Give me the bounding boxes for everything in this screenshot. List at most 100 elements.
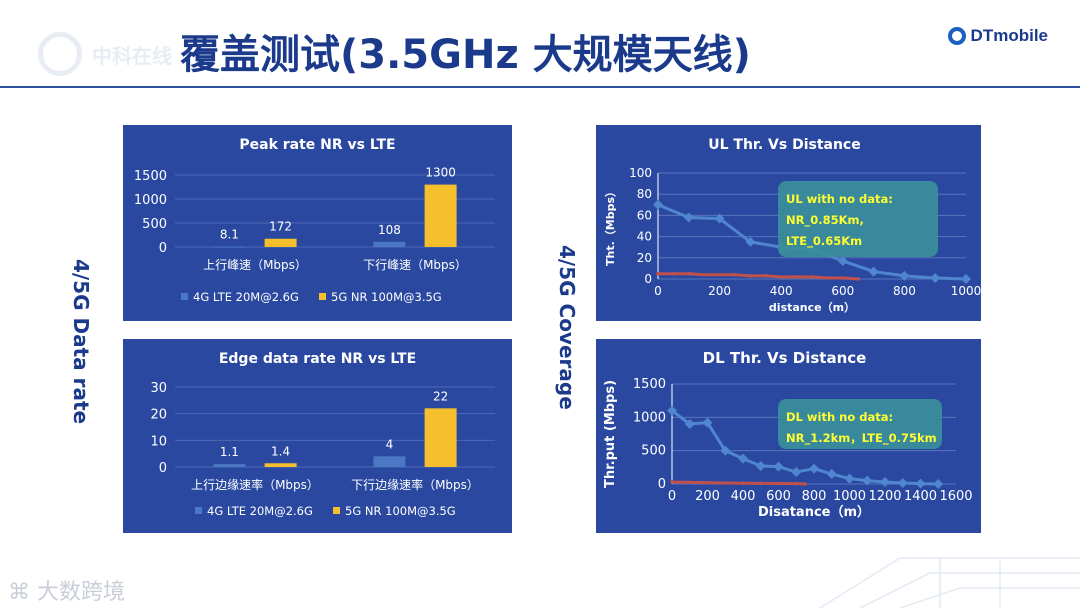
x-tick-label: 200 (695, 489, 720, 504)
data-point (741, 481, 745, 485)
data-label: 1.4 (271, 444, 290, 458)
data-point (776, 481, 781, 486)
y-tick-label: 20 (150, 408, 167, 423)
data-point (825, 276, 830, 280)
annotation-line: LTE_0.65Km (786, 234, 862, 249)
legend-swatch (319, 293, 326, 300)
x-tick-label: 600 (831, 284, 854, 298)
chart-title: UL Thr. Vs Distance (708, 137, 860, 153)
data-point (656, 271, 660, 276)
x-tick-label: 下行峰速（Mbps） (363, 258, 467, 272)
data-point (714, 213, 725, 224)
data-point (841, 276, 845, 280)
y-tick-label: 0 (644, 272, 652, 286)
x-tick-label: 上行峰速（Mbps） (203, 258, 307, 272)
y-axis-label: Tht.（Mbps） (604, 186, 617, 266)
footer-watermark-icon: ⌘ (8, 580, 30, 605)
x-tick-label: 800 (893, 284, 916, 298)
side-label-left: 4/5G Data rate (69, 259, 93, 425)
y-tick-label: 60 (637, 208, 652, 222)
annotation-line: UL with no data: (786, 192, 893, 206)
data-point (856, 277, 860, 281)
data-point (930, 272, 941, 283)
legend-label: 4G LTE 20M@2.6G (193, 290, 299, 304)
data-point (791, 467, 802, 477)
data-point (810, 275, 814, 279)
bar (373, 456, 406, 467)
y-tick-label: 100 (629, 166, 652, 180)
data-point (758, 481, 763, 486)
data-point (764, 274, 768, 278)
x-tick-label: 下行边缘速率（Mbps） (351, 477, 479, 492)
side-label-right: 4/5G Coverage (555, 245, 579, 410)
footer-watermark: ⌘ 大数跨境 (8, 574, 125, 606)
x-tick-label: 400 (731, 489, 756, 504)
x-tick-label: 0 (654, 284, 662, 298)
annotation-line: NR_0.85Km, (786, 213, 864, 228)
peak-rate-chart-svg: Peak rate NR vs LTE 0 500 1000 1500 8.1 172 上行峰… (134, 137, 495, 304)
data-point (794, 481, 799, 486)
legend-swatch (181, 293, 188, 300)
data-point (773, 461, 784, 472)
y-tick-label: 0 (159, 461, 167, 476)
x-tick-label: 1000 (951, 284, 981, 298)
bar (264, 238, 297, 247)
y-axis-label: Thr.put (Mbps) (603, 380, 618, 488)
data-label: 22 (433, 389, 448, 403)
legend-label: 4G LTE 20M@2.6G (207, 504, 313, 518)
y-tick-label: 1000 (134, 193, 167, 208)
data-point (748, 274, 753, 278)
y-tick-label: 10 (150, 434, 167, 449)
y-tick-label: 500 (641, 444, 666, 459)
data-point (745, 236, 756, 247)
bar (264, 463, 297, 467)
data-label: 172 (269, 220, 292, 234)
dl-distance-chart-svg: DL Thr. Vs Distance 0 500 1000 1500 0 200 400 60… (603, 349, 973, 520)
data-point (702, 272, 706, 277)
data-point (844, 473, 855, 484)
data-point (653, 199, 663, 210)
x-tick-label: 400 (770, 284, 793, 298)
series-line (671, 480, 806, 486)
edge-rate-chart-svg: Edge data rate NR vs LTE 0 10 20 30 1.1 1.4 上行边… (150, 351, 495, 518)
legend-swatch (333, 507, 340, 514)
annotation-line: DL with no data: (786, 410, 893, 424)
data-point (683, 212, 694, 223)
data-point (755, 461, 766, 471)
legend-label: 5G NR 100M@3.5G (345, 504, 456, 518)
series-line (658, 272, 859, 281)
data-point (705, 480, 710, 485)
x-axis-label: Disatance（m） (758, 504, 870, 520)
chart-title: Peak rate NR vs LTE (239, 137, 395, 153)
data-point (671, 271, 676, 276)
data-point (837, 255, 848, 266)
footer-watermark-text: 大数跨境 (37, 580, 126, 605)
x-axis-label: distance（m） (769, 301, 855, 314)
data-point (779, 275, 783, 279)
x-tick-label: 600 (766, 489, 791, 504)
bar (213, 464, 246, 467)
series-line (671, 409, 939, 486)
data-point (880, 477, 890, 487)
y-tick-label: 500 (142, 217, 167, 232)
bar (373, 241, 406, 247)
bar (213, 246, 246, 248)
data-label: 108 (378, 223, 401, 237)
y-tick-label: 20 (637, 251, 652, 265)
data-point (915, 478, 926, 489)
data-point (809, 463, 819, 474)
legend-label: 5G NR 100M@3.5G (331, 290, 442, 304)
x-tick-label: 1400 (904, 489, 937, 504)
data-point (933, 479, 944, 489)
data-label: 4 (386, 437, 394, 451)
data-point (794, 275, 799, 279)
watermark-text-top: 中科在线 (92, 44, 172, 68)
y-tick-label: 80 (637, 187, 652, 201)
data-point (667, 405, 677, 416)
data-point (899, 270, 910, 281)
data-point (961, 274, 971, 284)
x-tick-label: 1000 (833, 489, 866, 504)
chart-title: DL Thr. Vs Distance (703, 349, 867, 367)
dtmobile-logo-icon (947, 27, 966, 45)
